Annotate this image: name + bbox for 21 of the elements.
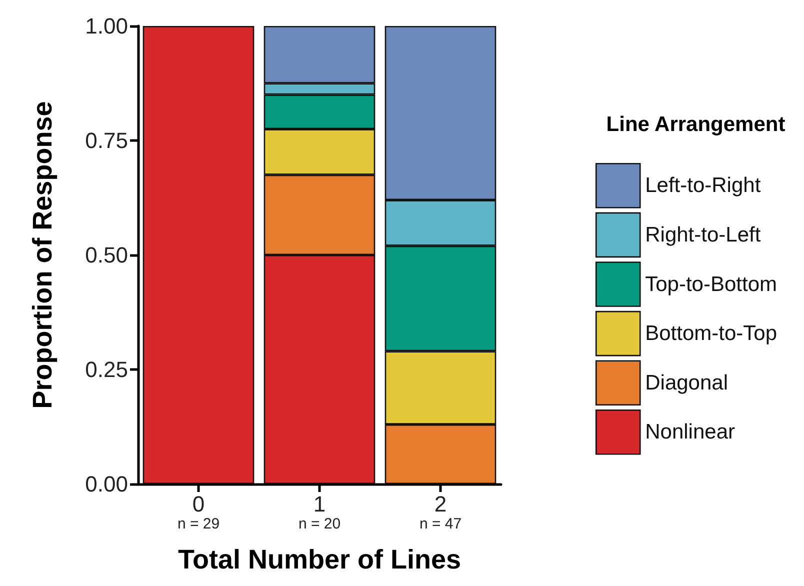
x-tick-label: 2 [434, 492, 447, 516]
legend-label: Nonlinear [645, 420, 736, 444]
y-axis-title: Proportion of Response [28, 101, 58, 409]
y-tick-label: 0.50 [85, 242, 128, 268]
text: n = 47 [419, 516, 462, 532]
y-tick-label: 0.75 [85, 128, 128, 153]
legend-label: Top-to-Bottom [645, 272, 778, 296]
legend-label: Diagonal [645, 371, 728, 394]
bar [142, 26, 254, 484]
y-tick-label: 1.00 [85, 14, 128, 38]
legend-label: Left-to-Right [645, 174, 761, 198]
x-axis-title: Total Number of Lines [178, 544, 462, 574]
legend-label: Bottom-to-Top [645, 322, 778, 346]
y-tick-label: 0.25 [85, 357, 128, 382]
x-tick-label: 0 [192, 492, 205, 516]
legend-label: Right-to-Left [645, 223, 761, 246]
legend-title: Line Arrangement [606, 113, 786, 136]
y-tick-label: 0.00 [85, 472, 128, 496]
text: n = 29 [177, 516, 220, 532]
x-tick-label: 1 [313, 492, 326, 516]
text: n = 20 [298, 516, 341, 532]
